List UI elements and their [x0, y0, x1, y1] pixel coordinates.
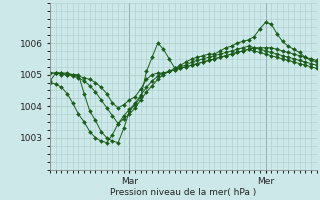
X-axis label: Pression niveau de la mer( hPa ): Pression niveau de la mer( hPa ) — [110, 188, 256, 197]
